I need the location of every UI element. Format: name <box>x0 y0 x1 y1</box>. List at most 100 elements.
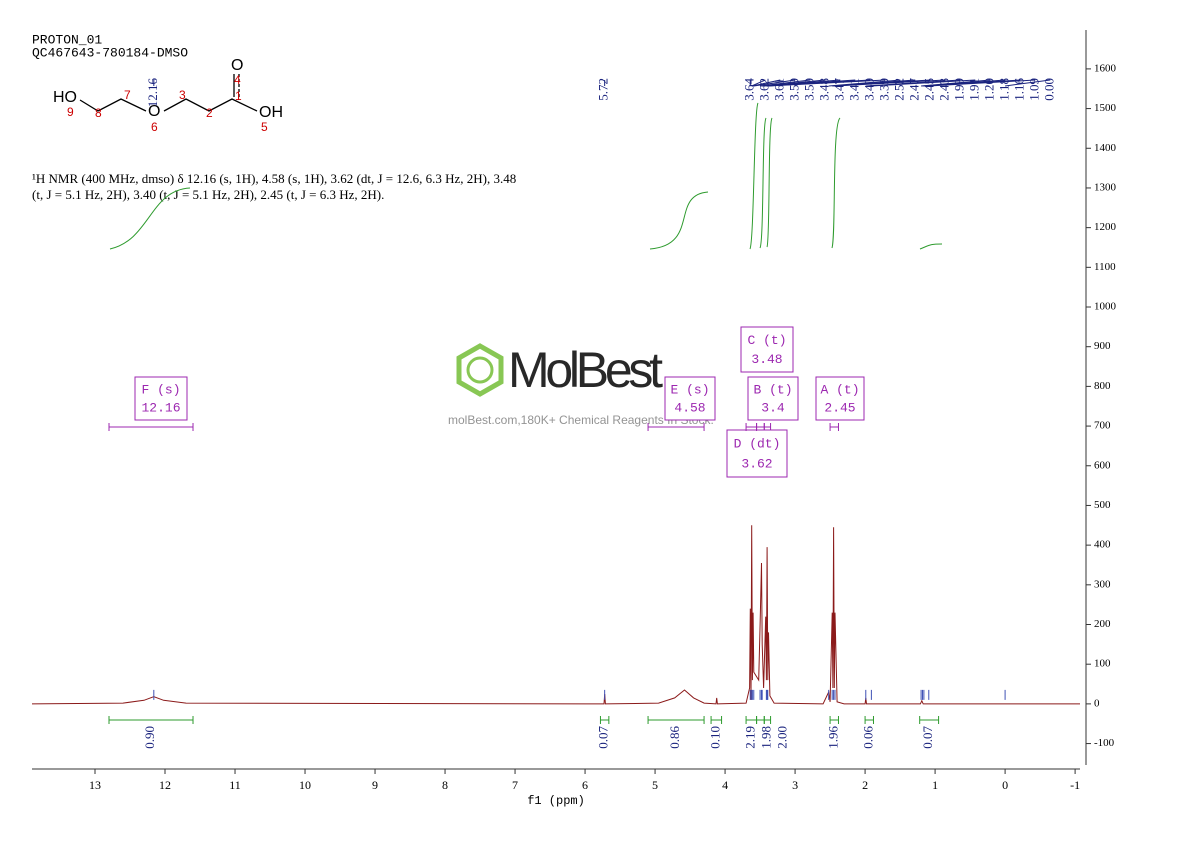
atom-number: 2 <box>206 106 213 120</box>
integral-bar <box>756 716 765 724</box>
molecule <box>79 74 258 112</box>
peak-label: 5.72 <box>596 78 611 101</box>
multiplet-box <box>740 326 794 373</box>
peak-label: 1.09 <box>1026 78 1041 101</box>
peak-connector <box>871 79 976 87</box>
integral-bar <box>919 716 940 724</box>
peak-label: 3.47 <box>831 78 846 101</box>
x-tick-label: 6 <box>582 778 588 792</box>
y-tick-label: 1100 <box>1094 261 1116 273</box>
y-tick-label: 1500 <box>1094 102 1117 114</box>
integral-curve <box>749 102 759 250</box>
peak-label: 3.64 <box>741 78 756 101</box>
y-tick-label: 800 <box>1094 380 1111 392</box>
integral-bar <box>864 716 874 724</box>
bond <box>79 98 147 112</box>
integral-label: 0.90 <box>142 726 157 749</box>
peak-connector <box>751 79 766 87</box>
integral-label: 2.19 <box>742 726 757 749</box>
integral-curve <box>831 117 841 249</box>
multiplet-box <box>134 376 188 421</box>
atom-number: 4 <box>234 73 241 87</box>
atom-number: 7 <box>124 88 131 102</box>
integral-curves <box>109 102 943 250</box>
peak-connector <box>1005 79 1051 87</box>
y-tick-label: 300 <box>1094 578 1111 590</box>
multiplet-box <box>747 376 799 421</box>
y-tick-label: 900 <box>1094 340 1111 352</box>
bond <box>163 98 258 112</box>
atom: O <box>148 103 160 120</box>
integral-label: 0.07 <box>596 726 611 749</box>
logo <box>466 356 494 384</box>
brand: MolBest <box>508 342 663 398</box>
x-tick-label: 3 <box>792 778 798 792</box>
multiplet-shift: 3.62 <box>741 456 772 471</box>
y-tick-label: 200 <box>1094 618 1111 630</box>
integral-label: 0.06 <box>860 726 875 749</box>
atom-numbers: 9 8 7 6 3 2 1 4 5 <box>67 73 268 134</box>
y-tick-label: 1200 <box>1094 221 1117 233</box>
y-tick-label: 0 <box>1094 697 1100 709</box>
integral-label: 1.96 <box>825 726 840 749</box>
multiplet-label: E (s) <box>670 382 709 397</box>
peak-connector <box>753 79 796 87</box>
y-tick-label: 100 <box>1094 658 1111 670</box>
integral-bar <box>763 716 772 724</box>
multiplet-shift: 12.16 <box>141 400 180 415</box>
multiplet-range <box>745 423 758 431</box>
x-tick-label: 0 <box>1002 778 1008 792</box>
y-tick-label: 700 <box>1094 420 1111 432</box>
integral-curve <box>919 243 943 250</box>
integral-bar <box>108 716 194 724</box>
x-tick-label: 9 <box>372 778 378 792</box>
x-tick-label: 1 <box>932 778 938 792</box>
y-tick-label: 1600 <box>1094 62 1117 74</box>
y-tick-label: -100 <box>1094 737 1115 749</box>
x-tick-label: 4 <box>722 778 728 792</box>
integral-label: 2.00 <box>774 726 789 749</box>
integral-label: 0.07 <box>920 726 935 749</box>
multiplet-box <box>815 376 865 421</box>
atom-number: 5 <box>261 120 268 134</box>
y-tick-label: 600 <box>1094 459 1111 471</box>
atom-number: 1 <box>235 89 242 103</box>
atom: HO <box>53 89 77 106</box>
integral-curve <box>109 187 191 250</box>
x-tick-label: 8 <box>442 778 448 792</box>
peak-label: 0.00 <box>1041 78 1056 101</box>
x-tick-label: 10 <box>299 778 311 792</box>
peak-connector <box>767 79 886 87</box>
integral-label: 0.10 <box>707 726 722 749</box>
x-tick-label: 12 <box>159 778 171 792</box>
peak-label: 12.16 <box>145 78 160 108</box>
tagline: molBest.com,180K+ Chemical Reagents In S… <box>448 413 714 427</box>
y-tick-label: 1400 <box>1094 142 1117 154</box>
multiplet-label: F (s) <box>141 382 180 397</box>
x-tick-label: 13 <box>89 778 101 792</box>
integral-bar <box>710 716 723 724</box>
y-tick-label: 1300 <box>1094 181 1117 193</box>
integral-bar <box>829 716 839 724</box>
peak-label: 1.20 <box>981 78 996 101</box>
multiplet-shift: 3.4 <box>761 400 785 415</box>
y-tick-label: 400 <box>1094 539 1111 551</box>
atom-number: 3 <box>179 88 186 102</box>
atom: OH <box>259 104 283 121</box>
description-line: (t, J = 5.1 Hz, 2H), 3.40 (t, J = 5.1 Hz… <box>32 187 384 202</box>
multiplet-box <box>726 429 788 478</box>
peak-label: 2.45 <box>921 78 936 101</box>
peak-connector <box>752 79 781 87</box>
multiplet-shift: 4.58 <box>674 400 705 415</box>
multiplet-label: B (t) <box>753 382 792 397</box>
integral-label: 1.98 <box>758 726 773 749</box>
integral-label: 0.86 <box>667 726 682 749</box>
peak-label: 1.18 <box>996 78 1011 101</box>
title: PROTON_01 <box>32 32 102 47</box>
atom-number: 9 <box>67 105 74 119</box>
multiplet-label: A (t) <box>820 382 859 397</box>
x-tick-label: 7 <box>512 778 518 792</box>
y-tick-label: 500 <box>1094 499 1111 511</box>
